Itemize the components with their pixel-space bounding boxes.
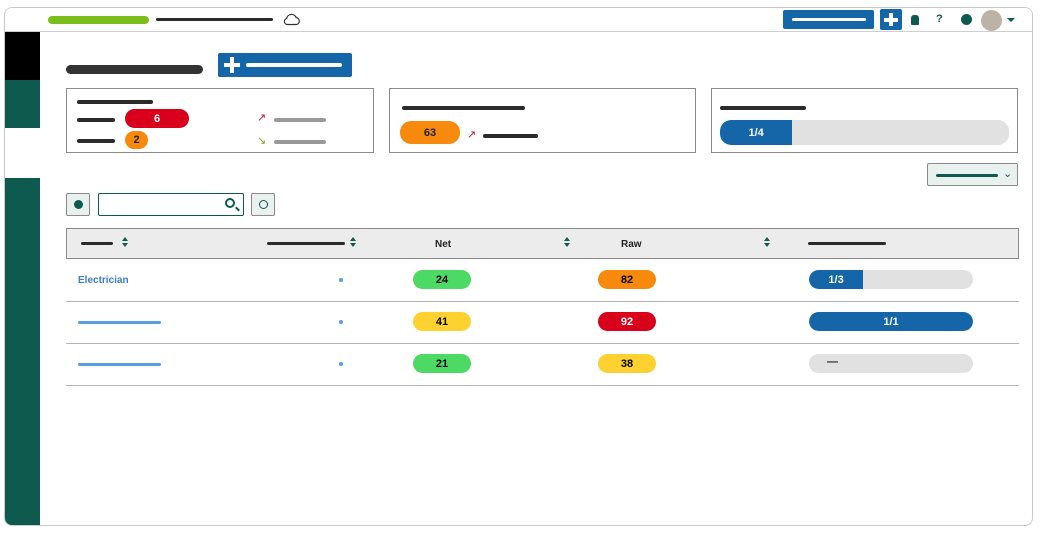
raw-score-badge: 92 <box>598 312 656 331</box>
reset-button[interactable] <box>251 193 275 216</box>
sort-icon[interactable] <box>564 237 571 250</box>
table-row[interactable]: 41 92 1/1 <box>66 302 1019 344</box>
net-score-badge: 24 <box>413 270 471 289</box>
card-title <box>402 106 525 110</box>
help-icon[interactable]: ? <box>936 13 943 25</box>
net-score-badge: 21 <box>413 354 471 373</box>
trend-down-icon: ↘ <box>257 135 267 147</box>
row-progress-label: 1/3 <box>809 270 864 289</box>
filter-toggle-button[interactable] <box>66 193 90 216</box>
page-title <box>66 65 203 74</box>
table-header: Net Raw <box>66 228 1019 259</box>
trend-up-icon: ↗ <box>467 129 477 141</box>
filled-circle-icon <box>74 200 83 209</box>
row-name-link[interactable]: Electrician <box>78 275 129 286</box>
row-type-dot <box>339 320 343 324</box>
table-row[interactable]: Electrician 24 82 1/3 <box>66 260 1019 302</box>
trend-label <box>274 140 326 144</box>
column-header-progress[interactable] <box>808 242 886 245</box>
row-label-medium <box>77 139 115 143</box>
cloud-icon <box>283 13 300 26</box>
badge-high[interactable]: 6 <box>125 109 189 128</box>
row-progress-bar: 1/3 <box>809 270 973 289</box>
view-select[interactable]: ⌄ <box>927 163 1018 186</box>
breadcrumb[interactable] <box>156 18 273 21</box>
progress-bar: 1/4 <box>720 120 1009 145</box>
trend-label <box>274 118 326 122</box>
top-bar: ? <box>5 8 1032 32</box>
trend-up-icon: ↗ <box>257 112 267 124</box>
summary-card-progress: 1/4 <box>711 88 1018 153</box>
table-row[interactable]: 21 38 — <box>66 344 1019 386</box>
summary-card-risks: 6 2 ↗ ↘ <box>66 88 374 153</box>
progress-label: 1/4 <box>720 120 793 145</box>
row-label-high <box>77 118 115 122</box>
circle-outline-icon <box>259 200 268 209</box>
chevron-down-icon[interactable] <box>1007 18 1015 22</box>
app-window: ? 6 2 ↗ ↘ 63 ↗ 1/4 <box>4 7 1033 526</box>
badge-medium[interactable]: 2 <box>125 131 148 149</box>
net-score-badge: 41 <box>413 312 471 331</box>
sidebar-item-home[interactable] <box>5 32 40 80</box>
score-badge[interactable]: 63 <box>400 121 460 144</box>
summary-card-score: 63 ↗ <box>389 88 696 153</box>
raw-score-badge: 38 <box>598 354 656 373</box>
search-input[interactable] <box>98 193 244 216</box>
sort-icon[interactable] <box>350 237 357 250</box>
column-header-net[interactable]: Net <box>435 239 452 250</box>
row-type-dot <box>339 278 343 282</box>
view-select-value <box>936 174 998 177</box>
sort-icon[interactable] <box>122 237 129 250</box>
row-name-link[interactable] <box>78 363 161 366</box>
row-name-link[interactable] <box>78 321 161 324</box>
search-icon[interactable] <box>225 198 235 208</box>
sidebar-item-active[interactable] <box>5 128 40 178</box>
chevron-down-icon: ⌄ <box>1003 168 1013 180</box>
top-action-button[interactable] <box>783 10 874 29</box>
plus-icon <box>224 57 240 73</box>
avatar[interactable] <box>981 10 1002 31</box>
row-progress-bar: 1/1 <box>809 312 973 331</box>
row-progress-label: 1/1 <box>809 312 973 331</box>
sidebar <box>5 32 40 525</box>
trend-label <box>483 134 538 138</box>
bell-icon[interactable] <box>911 15 919 25</box>
status-dot-icon[interactable] <box>961 14 972 25</box>
add-icon-button[interactable] <box>880 9 902 30</box>
column-header-raw[interactable]: Raw <box>621 239 642 250</box>
card-title <box>77 100 153 104</box>
card-title <box>720 106 806 110</box>
row-type-dot <box>339 362 343 366</box>
column-header-type[interactable] <box>267 242 345 245</box>
sort-icon[interactable] <box>764 237 771 250</box>
column-header-name[interactable] <box>81 242 113 245</box>
row-progress-bar: — <box>809 354 973 373</box>
row-progress-empty-label: — <box>827 356 838 368</box>
raw-score-badge: 82 <box>598 270 656 289</box>
add-new-label <box>246 63 342 67</box>
add-new-button[interactable] <box>218 53 352 77</box>
app-logo[interactable] <box>48 16 149 24</box>
